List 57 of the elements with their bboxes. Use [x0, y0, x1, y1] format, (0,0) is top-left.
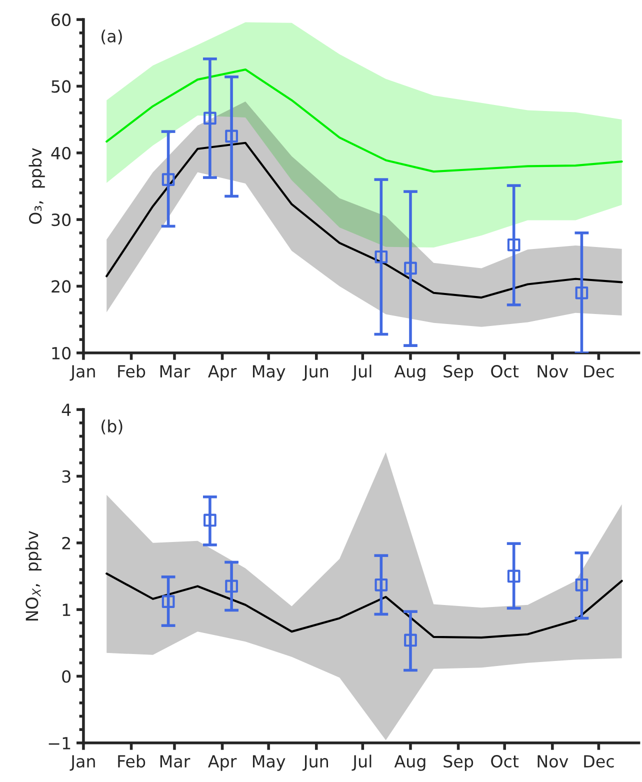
y-tick-label: 40	[51, 146, 71, 160]
y-axis-title: NO$_{X}$, ppbv	[25, 530, 42, 621]
point	[204, 112, 216, 125]
x-tick-label: Jul	[352, 754, 372, 771]
x-tick-label: Nov	[538, 365, 568, 378]
y-tick-label: 2	[62, 536, 70, 550]
line-series	[106, 68, 623, 173]
point	[404, 634, 417, 647]
x-tick-label: Aug	[394, 365, 426, 381]
y-tick-label: 60	[52, 14, 71, 26]
point	[404, 262, 417, 275]
point	[162, 595, 175, 608]
y-tick-label: 4	[62, 404, 71, 416]
x-tick-label: Sep	[444, 364, 474, 381]
x-tick-label: Dec	[584, 755, 614, 768]
point	[507, 570, 520, 583]
x-tick-label: Jun	[302, 755, 328, 771]
y-tick-label: 50	[52, 80, 71, 93]
point	[575, 578, 588, 592]
y-tick-label: 20	[52, 280, 71, 293]
x-tick-label: Sep	[444, 755, 474, 771]
point	[225, 580, 238, 593]
x-tick-label: Mar	[160, 365, 190, 378]
line-series	[106, 572, 623, 639]
x-tick-label: Apr	[208, 365, 237, 381]
x-tick-label: May	[252, 365, 286, 381]
point	[374, 250, 388, 264]
x-tick-label: May	[252, 755, 286, 771]
x-tick-label: Apr	[208, 755, 237, 771]
x-tick-label: Jan	[70, 755, 95, 771]
x-tick-label: Mar	[160, 755, 190, 768]
x-tick-label: Jul	[352, 364, 372, 381]
x-tick-label: Jun	[302, 365, 328, 381]
x-tick-label: Dec	[584, 365, 614, 378]
annotation: (a)	[102, 30, 122, 44]
y-tick-label: −1	[48, 737, 70, 750]
y-tick-label: 30	[52, 214, 71, 226]
point	[575, 286, 588, 300]
y-tick-label: 10	[52, 346, 71, 360]
y-tick-label: 0	[62, 670, 71, 683]
x-tick-label: Aug	[394, 755, 426, 771]
annotation: (b)	[102, 420, 122, 434]
point	[374, 578, 388, 592]
x-tick-label: Feb	[118, 364, 146, 378]
y-tick-label: 1	[62, 604, 70, 616]
point	[225, 130, 238, 143]
y-tick-label: 3	[62, 470, 70, 483]
point	[204, 514, 216, 527]
x-tick-label: Nov	[538, 755, 568, 768]
y-axis-title: O₃, ppbv	[28, 148, 45, 224]
x-tick-label: Oct	[491, 364, 519, 378]
x-tick-label: Feb	[118, 754, 146, 768]
x-tick-label: Jan	[70, 365, 95, 381]
point	[162, 173, 175, 186]
line-series	[106, 142, 623, 299]
x-tick-label: Oct	[491, 755, 519, 768]
point	[507, 238, 520, 252]
